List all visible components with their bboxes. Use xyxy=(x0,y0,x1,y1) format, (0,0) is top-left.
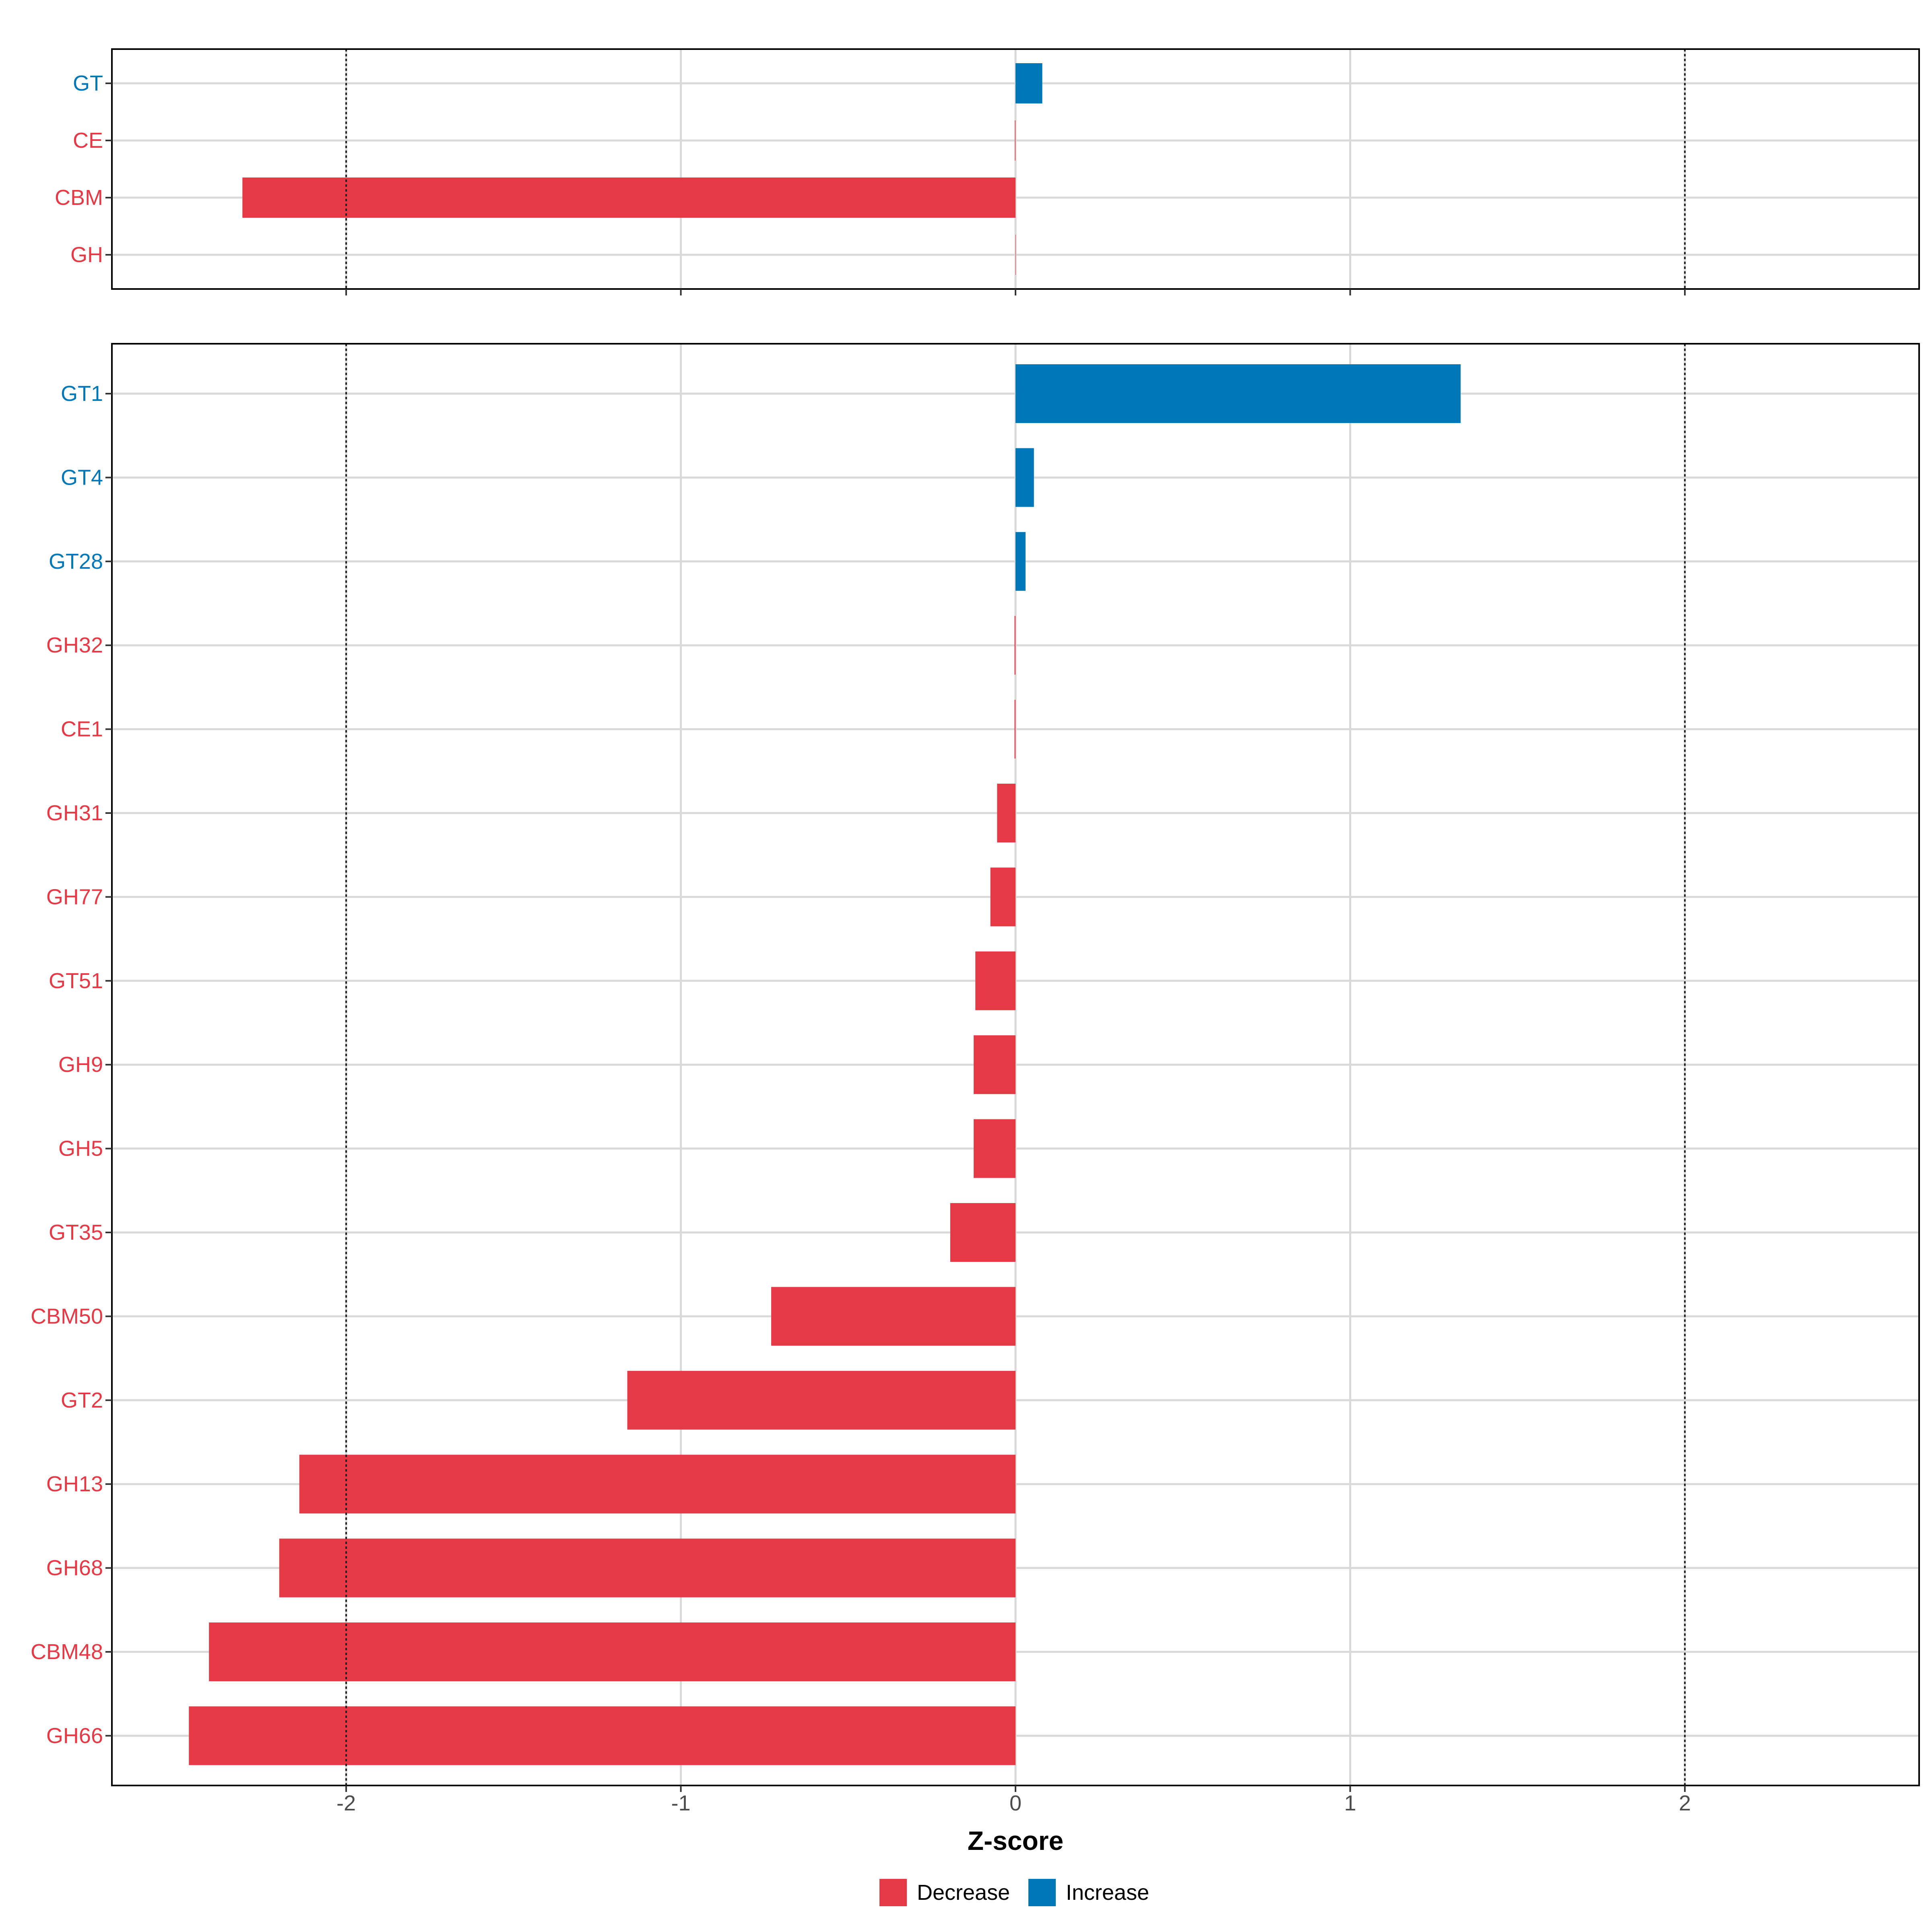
y-tick-label-GT1: GT1 xyxy=(61,382,103,406)
x-axis-title: Z-score xyxy=(968,1826,1063,1856)
y-tick-label-GH32: GH32 xyxy=(46,633,103,657)
y-tick-label-GT: GT xyxy=(73,71,103,95)
y-tick-label-GH5: GH5 xyxy=(58,1137,103,1161)
legend: Decrease Increase xyxy=(879,1879,1149,1906)
y-tick-label-GH77: GH77 xyxy=(46,885,103,909)
y-tick-label-CBM48: CBM48 xyxy=(31,1640,103,1664)
bar-GH31 xyxy=(997,784,1016,842)
bar-GH68 xyxy=(279,1538,1016,1598)
y-tick-label-GT4: GT4 xyxy=(61,465,103,489)
bar-GH77 xyxy=(990,867,1016,927)
x-tick-label: 2 xyxy=(1679,1791,1691,1815)
y-tick-label-GT28: GT28 xyxy=(49,549,103,574)
y-tick-label-GH9: GH9 xyxy=(58,1053,103,1077)
bar-GH13 xyxy=(299,1455,1016,1514)
bar-CBM48 xyxy=(209,1622,1016,1681)
x-tick-label: 0 xyxy=(1009,1791,1022,1815)
x-axis: -2 -1 0 1 2 xyxy=(336,1791,1691,1815)
y-tick-label-GT35: GT35 xyxy=(49,1220,103,1245)
y-tick-label-CBM50: CBM50 xyxy=(31,1304,103,1328)
bar-GT4 xyxy=(1016,448,1034,507)
bar-CE xyxy=(1015,120,1016,161)
bar-GH66 xyxy=(189,1706,1016,1765)
bar-GT2 xyxy=(627,1371,1016,1430)
bar-CBM xyxy=(242,178,1016,218)
legend-label-decrease: Decrease xyxy=(917,1880,1010,1905)
bar-CBM50 xyxy=(771,1287,1016,1346)
bar-CE1 xyxy=(1014,700,1016,759)
legend-label-increase: Increase xyxy=(1066,1880,1149,1905)
bar-GH5 xyxy=(974,1119,1016,1178)
panel-class-level: GT CE CBM GH xyxy=(55,48,1920,295)
y-tick-label-GH31: GH31 xyxy=(46,801,103,825)
bar-GH9 xyxy=(974,1035,1016,1094)
y-tick-label-GH66: GH66 xyxy=(46,1724,103,1748)
y-tick-label-GT2: GT2 xyxy=(61,1388,103,1412)
bar-GT1 xyxy=(1016,364,1461,423)
y-tick-label-CE1: CE1 xyxy=(61,717,103,741)
panel-family-level: GT1 GT4 GT28 GH32 CE1 GH31 GH77 GT51 GH9 GH5 GT35 C… xyxy=(31,343,1920,1792)
bar-GH32 xyxy=(1014,616,1016,675)
panels-layer: GT CE CBM GH GT1 GT4 GT28 GH32 CE1 GH31 GH77 GT51 GH… xyxy=(31,48,1920,1792)
legend-swatch-decrease xyxy=(879,1879,907,1906)
legend-swatch-increase xyxy=(1028,1879,1056,1906)
y-tick-label-GH: GH xyxy=(70,243,103,267)
bar-GT35 xyxy=(950,1203,1016,1262)
y-tick-label-GH68: GH68 xyxy=(46,1556,103,1580)
bar-GT28 xyxy=(1016,532,1026,591)
y-tick-label-GT51: GT51 xyxy=(49,969,103,993)
x-tick-label: -1 xyxy=(671,1791,691,1815)
y-tick-label-GH13: GH13 xyxy=(46,1472,103,1496)
x-tick-label: -2 xyxy=(336,1791,356,1815)
x-tick-label: 1 xyxy=(1344,1791,1356,1815)
bar-GT xyxy=(1016,63,1042,103)
y-tick-label-CE: CE xyxy=(73,128,103,153)
y-tick-label-CBM: CBM xyxy=(55,186,103,210)
bar-GT51 xyxy=(975,951,1016,1010)
